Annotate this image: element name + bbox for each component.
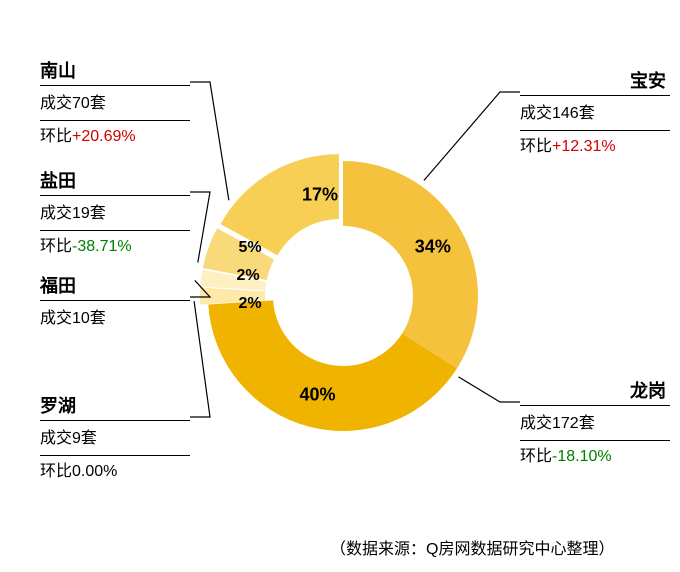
callout-deals: 成交9套 xyxy=(40,425,190,453)
slice-baoan xyxy=(343,161,478,368)
pct-label-yantian: 5% xyxy=(238,239,261,257)
pct-label-futian: 2% xyxy=(236,267,259,285)
chart-container: 34% 40% 2% 2% 5% 17% 宝安成交146套环比+12.31% 龙岗成交172… xyxy=(0,0,680,572)
callout-yantian: 盐田成交19套环比-38.71% xyxy=(40,170,190,261)
callout-mom: 环比+20.69% xyxy=(40,123,190,151)
callout-futian: 福田成交10套 xyxy=(40,275,190,333)
pct-label-longgang: 40% xyxy=(299,385,335,406)
callout-title: 罗湖 xyxy=(40,395,190,421)
callout-luohu: 罗湖成交9套环比0.00% xyxy=(40,395,190,486)
callout-longgang: 龙岗成交172套环比-18.10% xyxy=(520,380,670,471)
pct-label-baoan: 34% xyxy=(415,236,451,257)
callout-nanshan: 南山成交70套环比+20.69% xyxy=(40,60,190,151)
callout-deals: 成交70套 xyxy=(40,90,190,118)
callout-title: 福田 xyxy=(40,275,190,301)
callout-deals: 成交19套 xyxy=(40,200,190,228)
data-source: （数据来源：Q房网数据研究中心整理） xyxy=(330,535,614,559)
callout-title: 宝安 xyxy=(520,70,670,96)
callout-mom: 环比0.00% xyxy=(40,458,190,486)
callout-mom: 环比+12.31% xyxy=(520,133,670,161)
callout-title: 南山 xyxy=(40,60,190,86)
callout-title: 龙岗 xyxy=(520,380,670,406)
callout-mom: 环比-18.10% xyxy=(520,443,670,471)
callout-title: 盐田 xyxy=(40,170,190,196)
pct-label-nanshan: 17% xyxy=(302,185,338,206)
callout-deals: 成交172套 xyxy=(520,410,670,438)
callout-mom: 环比-38.71% xyxy=(40,233,190,261)
callout-deals: 成交146套 xyxy=(520,100,670,128)
callout-baoan: 宝安成交146套环比+12.31% xyxy=(520,70,670,161)
callout-deals: 成交10套 xyxy=(40,305,190,333)
pct-label-luohu: 2% xyxy=(238,295,261,313)
